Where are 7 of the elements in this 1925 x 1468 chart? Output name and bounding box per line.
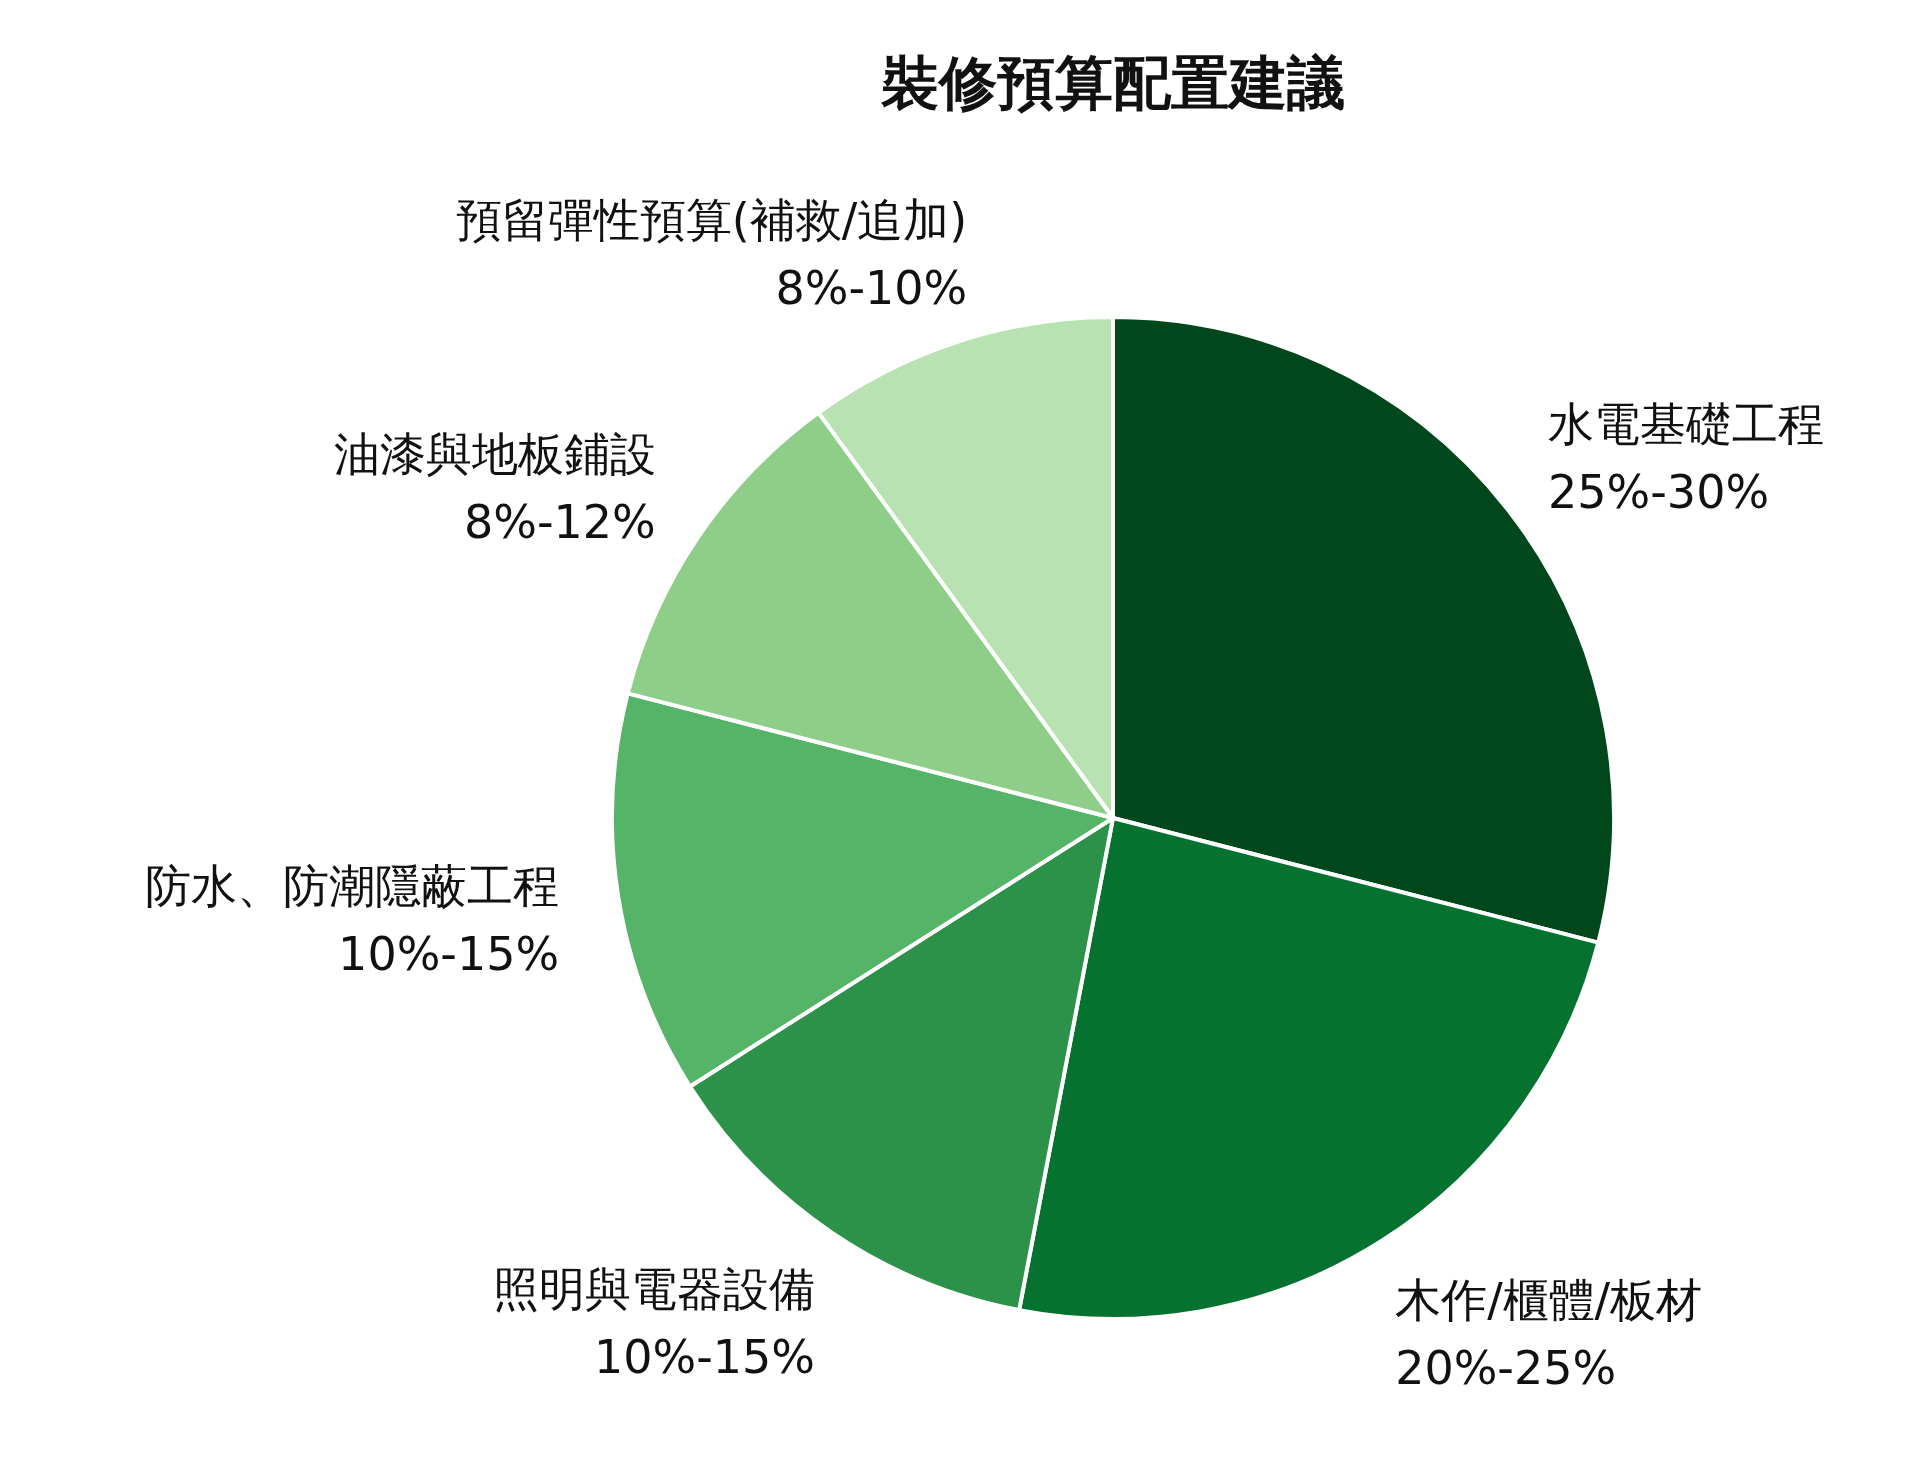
slice-label: 照明與電器設備 10%-15% [493, 1262, 816, 1385]
slice-label: 防水、防潮隱蔽工程 10%-15% [145, 859, 560, 982]
chart-title: 裝修預算配置建議 [880, 49, 1345, 117]
slice-label: 油漆與地板鋪設 8%-12% [333, 427, 656, 550]
slice-label: 水電基礎工程 25%-30% [1548, 396, 1825, 519]
slice-label: 預留彈性預算(補救/追加) 8%-10% [455, 193, 968, 316]
slice-label: 木作/櫃體/板材 20%-25% [1395, 1272, 1703, 1395]
